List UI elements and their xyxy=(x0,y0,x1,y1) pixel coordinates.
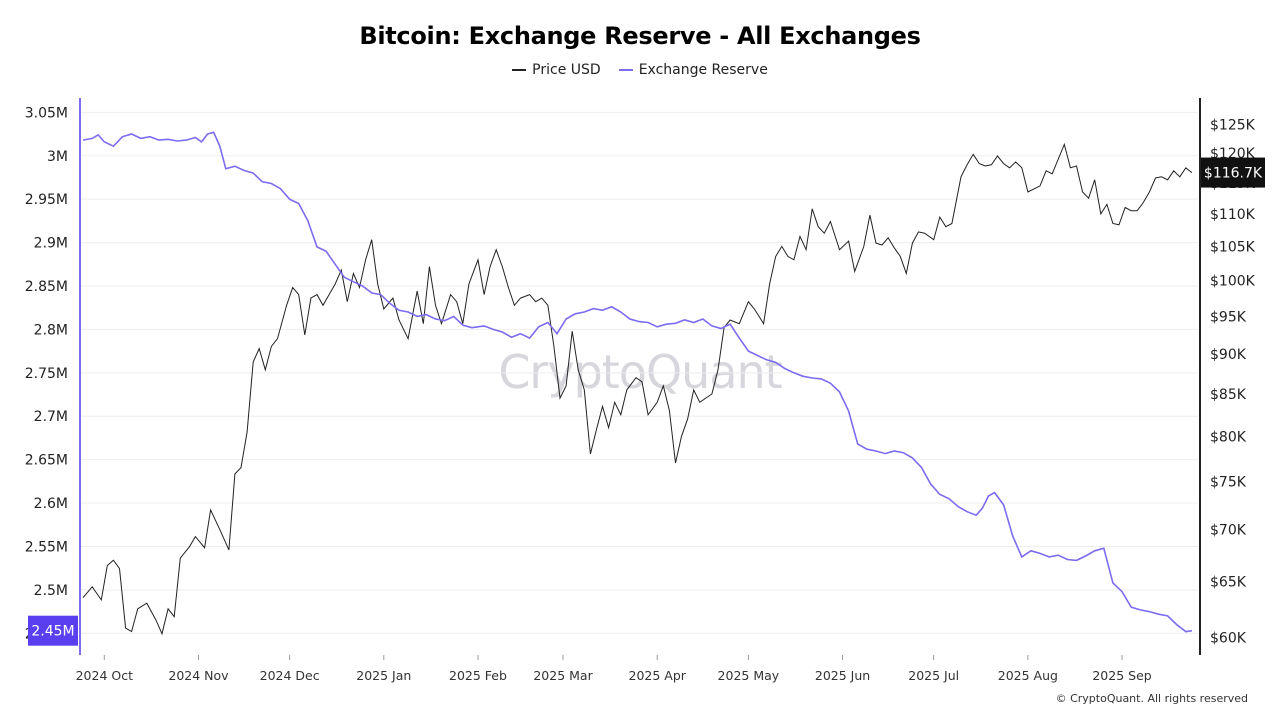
left-tick-label: 2.8M xyxy=(34,322,68,338)
left-tick-label: 2.6M xyxy=(34,496,68,512)
left-tick-label: 2.85M xyxy=(25,279,68,295)
x-tick-label: 2024 Dec xyxy=(260,668,320,683)
left-tick-label: 2.75M xyxy=(25,366,68,382)
right-tick-label: $125K xyxy=(1210,118,1256,134)
x-tick-label: 2025 May xyxy=(718,668,780,683)
x-axis-ticks: 2024 Oct 2024 Nov 2024 Dec 2025 Jan 2025 Feb… xyxy=(76,655,1152,683)
right-tick-label: $75K xyxy=(1210,474,1247,490)
x-tick-label: 2025 Aug xyxy=(998,668,1058,683)
right-tick-label: $100K xyxy=(1210,273,1256,289)
x-tick-label: 2025 Sep xyxy=(1092,668,1151,683)
legend-label-reserve: Exchange Reserve xyxy=(638,62,768,78)
right-tick-label: $95K xyxy=(1210,309,1247,325)
left-tick-label: 3M xyxy=(47,149,68,165)
legend: Price USD Exchange Reserve xyxy=(0,62,1280,78)
right-tick-label: $60K xyxy=(1210,630,1247,646)
legend-swatch-price xyxy=(512,69,527,71)
right-tick-label: $80K xyxy=(1210,429,1247,445)
copyright: © CryptoQuant. All rights reserved xyxy=(1055,692,1248,705)
right-tick-label: $105K xyxy=(1210,239,1256,255)
legend-swatch-reserve xyxy=(618,69,633,71)
x-tick-label: 2024 Nov xyxy=(168,668,229,683)
legend-label-price: Price USD xyxy=(532,62,601,78)
current-price-label: $116.7K xyxy=(1204,166,1263,182)
left-tick-label: 2.9M xyxy=(34,236,68,252)
legend-item-price[interactable]: Price USD xyxy=(512,62,601,78)
right-tick-label: $90K xyxy=(1210,347,1247,363)
x-tick-label: 2025 Apr xyxy=(629,668,687,683)
left-tick-label: 2.7M xyxy=(34,409,68,425)
x-tick-label: 2025 Feb xyxy=(449,668,507,683)
x-tick-label: 2024 Oct xyxy=(76,668,133,683)
right-tick-label: $110K xyxy=(1210,207,1256,223)
right-tick-label: $70K xyxy=(1210,523,1247,539)
watermark: CryptoQuant xyxy=(498,345,782,399)
current-reserve-badge: 2.45M xyxy=(28,615,78,646)
exchange-reserve-line xyxy=(82,131,1193,633)
x-tick-label: 2025 Jul xyxy=(908,668,959,683)
left-tick-label: 2.65M xyxy=(25,453,68,469)
left-tick-label: 3.05M xyxy=(25,105,68,121)
current-reserve-label: 2.45M xyxy=(31,624,74,640)
right-tick-label: $65K xyxy=(1210,574,1247,590)
right-tick-label: $85K xyxy=(1210,387,1247,403)
chart-title: Bitcoin: Exchange Reserve - All Exchange… xyxy=(359,22,921,50)
x-tick-label: 2025 Mar xyxy=(533,668,593,683)
grid xyxy=(80,111,1198,634)
left-axis-ticks: 2.45M2.5M2.55M2.6M2.65M2.7M2.75M2.8M2.85… xyxy=(25,105,68,642)
price-line xyxy=(82,142,1193,636)
x-tick-label: 2025 Jun xyxy=(815,668,870,683)
right-axis-ticks: $60K $65K $70K $75K $80K $85K $90K $95K $100K $10… xyxy=(1210,118,1256,647)
x-tick-label: 2025 Jan xyxy=(356,668,411,683)
left-tick-label: 2.5M xyxy=(34,583,68,599)
left-tick-label: 2.55M xyxy=(25,539,68,555)
legend-item-reserve[interactable]: Exchange Reserve xyxy=(618,62,768,78)
current-price-badge: $116.7K xyxy=(1201,157,1265,188)
left-tick-label: 2.95M xyxy=(25,192,68,208)
